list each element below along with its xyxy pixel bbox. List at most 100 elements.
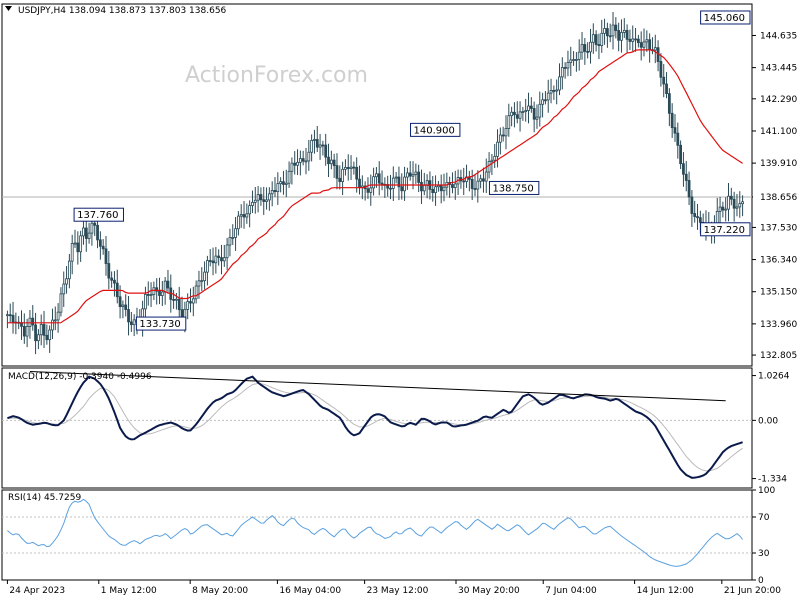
candle-body xyxy=(166,280,170,289)
candle-body xyxy=(434,186,437,194)
candle-body xyxy=(521,111,525,114)
candle-body xyxy=(82,227,85,237)
candle-body xyxy=(653,47,657,51)
candle-body xyxy=(262,199,266,202)
candle-body xyxy=(535,116,539,120)
candle-body xyxy=(225,244,229,259)
candle-body xyxy=(335,165,339,179)
candle-body xyxy=(48,329,52,341)
candle-body xyxy=(273,190,277,193)
candle-body xyxy=(34,324,37,342)
candle-body xyxy=(504,127,508,137)
candle-body xyxy=(490,159,494,162)
candle-body xyxy=(186,301,190,310)
candle-body xyxy=(31,317,35,326)
candle-body xyxy=(160,291,164,296)
candle-body xyxy=(158,290,161,296)
candle-body xyxy=(344,167,347,170)
candle-body xyxy=(479,178,483,182)
candle-body xyxy=(560,67,564,78)
annotation-label: 133.730 xyxy=(139,319,180,330)
candle-body xyxy=(473,188,477,190)
candle-body xyxy=(284,182,288,185)
candle-body xyxy=(605,28,609,37)
candle-body xyxy=(172,299,175,301)
candle-body xyxy=(270,190,274,195)
candle-body xyxy=(622,29,626,33)
candle-body xyxy=(569,59,573,63)
time-tick-label: 8 May 20:00 xyxy=(192,586,248,596)
candle-body xyxy=(211,260,215,264)
candle-body xyxy=(107,263,111,279)
candle-body xyxy=(732,198,736,209)
price-tick-label: 137.530 xyxy=(760,223,797,233)
candle-body xyxy=(155,287,159,292)
macd-tick-label: -1.334 xyxy=(758,475,787,485)
candle-body xyxy=(729,195,733,200)
candle-body xyxy=(667,93,671,114)
candle-body xyxy=(242,214,246,218)
candle-body xyxy=(403,176,406,192)
candle-body xyxy=(296,161,299,166)
candle-body xyxy=(608,35,612,38)
candle-body xyxy=(741,201,744,205)
price-tick-label: 135.150 xyxy=(760,288,797,298)
price-tick-label: 133.960 xyxy=(760,320,797,330)
candle-body xyxy=(217,255,221,258)
candle-body xyxy=(470,178,474,189)
candle-body xyxy=(639,42,643,48)
candle-body xyxy=(422,184,426,192)
candle-body xyxy=(625,29,629,40)
macd-tick-label: 1.0264 xyxy=(758,372,790,382)
candle-body xyxy=(518,111,522,119)
candle-body xyxy=(203,271,206,282)
candle-body xyxy=(670,112,674,129)
candle-body xyxy=(394,176,398,179)
candle-body xyxy=(76,242,80,253)
candle-body xyxy=(566,62,570,69)
time-tick-label: 16 May 04:00 xyxy=(279,586,341,596)
candle-body xyxy=(73,242,77,245)
candle-body xyxy=(352,166,356,169)
candle-body xyxy=(406,172,409,178)
candle-body xyxy=(436,185,440,188)
candle-body xyxy=(327,156,330,165)
candle-body xyxy=(129,321,133,326)
candle-body xyxy=(84,227,88,239)
candle-body xyxy=(538,103,542,118)
candle-body xyxy=(476,180,480,190)
candle-body xyxy=(577,51,581,60)
candle-body xyxy=(690,196,694,214)
candle-body xyxy=(56,311,60,321)
candle-body xyxy=(462,180,466,183)
candle-body xyxy=(101,245,105,250)
candle-body xyxy=(501,134,505,137)
candle-body xyxy=(380,182,384,185)
price-tick-label: 141.100 xyxy=(760,127,797,137)
candle-body xyxy=(524,110,528,113)
candle-body xyxy=(617,30,621,41)
candle-body xyxy=(389,187,392,190)
candle-body xyxy=(290,162,294,172)
annotation-label: 140.900 xyxy=(414,125,455,136)
candle-body xyxy=(411,174,415,177)
candle-body xyxy=(93,222,97,226)
price-tick-label: 143.445 xyxy=(760,64,797,74)
candle-body xyxy=(614,24,618,31)
annotation-label: 137.760 xyxy=(77,210,118,221)
candle-body xyxy=(51,319,54,331)
macd-label: MACD(12,26,9) -0.3940 -0.4996 xyxy=(8,372,152,382)
candle-body xyxy=(648,39,652,51)
annotation-label: 137.220 xyxy=(704,225,745,236)
candle-body xyxy=(358,178,361,188)
candle-body xyxy=(39,324,43,336)
candle-body xyxy=(214,255,218,264)
candle-body xyxy=(698,217,702,223)
candle-body xyxy=(645,39,649,43)
rsi-tick-label: 30 xyxy=(758,549,770,559)
candle-body xyxy=(251,201,254,206)
candle-body xyxy=(124,304,128,310)
candle-body xyxy=(439,185,443,192)
candle-body xyxy=(239,214,243,217)
